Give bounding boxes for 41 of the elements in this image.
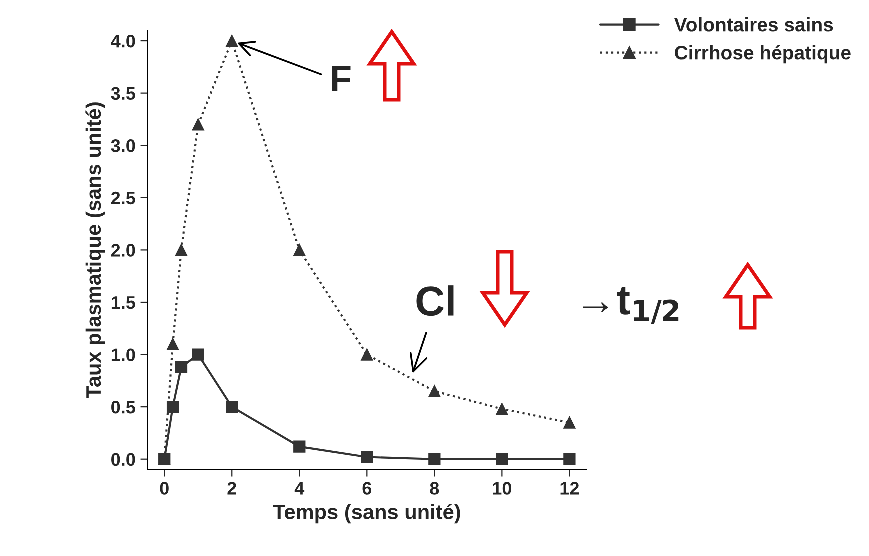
point [226,34,238,48]
point [428,453,441,466]
x-tick-label: 0 [160,482,169,495]
y-axis-title: Taux plasmatique (sans unité) [86,102,106,399]
point [166,338,180,350]
annotation: F [332,66,351,92]
y-tick-label: 4.0 [111,34,136,48]
point [564,416,576,429]
point [192,348,204,361]
y-tick-label: 0.5 [112,401,136,414]
y-tick-label: 1.0 [112,348,136,362]
point [166,400,180,414]
point [175,361,188,374]
y-tick-label: 1.5 [112,296,136,310]
annotation: Cl [416,286,454,316]
x-tick-label: 8 [430,482,440,495]
point [294,244,306,256]
x-tick-label: 12 [560,482,580,495]
point [175,244,188,256]
point [361,348,374,361]
x-tick-label: 6 [362,482,372,495]
point [226,400,238,414]
y-tick-label: 2.5 [111,192,136,205]
x-axis-title: Temps (sans unité) [273,504,460,524]
y-tick-label: 0.0 [112,453,136,466]
x-tick-label: 2 [228,482,236,495]
y-tick-label: 3.0 [111,140,136,152]
point [496,403,508,416]
y-tick-label: 2.0 [111,244,136,257]
point [192,118,204,131]
y-tick-label: 3.5 [111,87,136,100]
point [564,453,576,466]
legend-label: Volontaires sains [674,18,834,32]
point [361,451,374,464]
legend-label: Cirrhose hépatique [675,45,851,64]
point [496,453,508,466]
annotation: →t$_{1/2}$ [584,287,679,324]
point [428,385,441,398]
x-tick-label: 10 [493,482,512,495]
point [294,440,306,453]
x-tick-label: 4 [294,482,305,495]
